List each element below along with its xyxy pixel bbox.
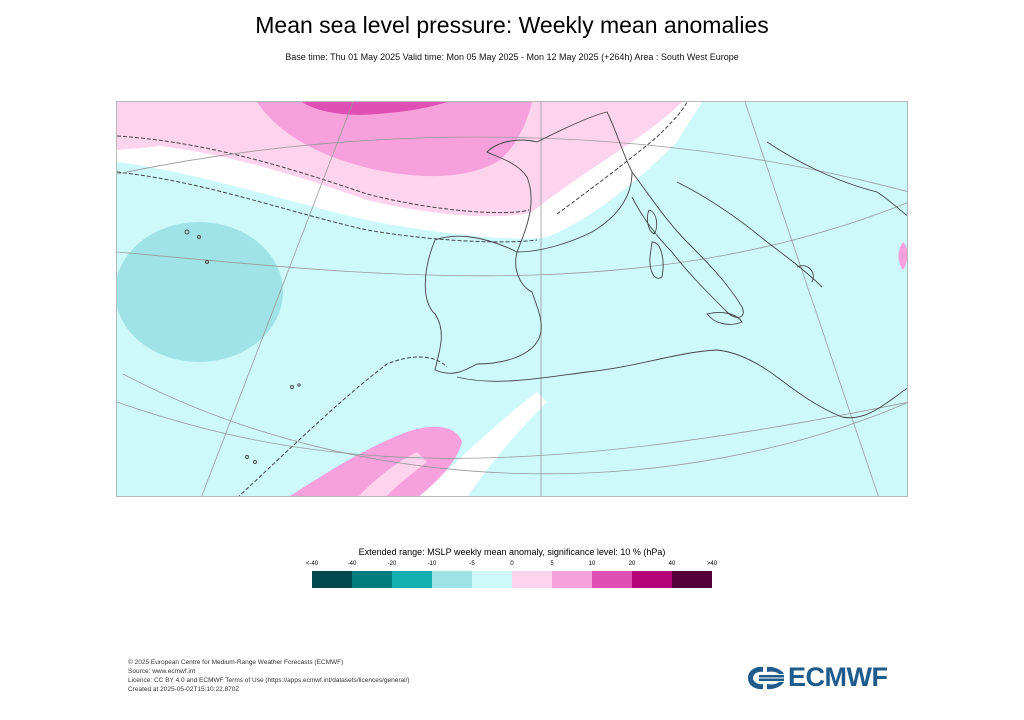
legend-swatch (392, 571, 432, 588)
legend-color-bar (312, 571, 712, 588)
legend-tick-label: 40 (668, 561, 676, 567)
legend-tick-label: 0 (510, 561, 514, 567)
logo-text: ECMWF (788, 662, 888, 692)
legend-tick-label: -10 (427, 561, 437, 567)
legend-ticks: <-40 -40 -20 -10 -5 0 5 10 20 40 >40 (306, 561, 717, 571)
strong-negative-area (117, 222, 283, 362)
legend-tick-label: 5 (550, 561, 554, 567)
legend-tick-label: <-40 (305, 561, 319, 567)
legend-title: Extended range: MSLP weekly mean anomaly… (358, 547, 666, 557)
legend-swatch (512, 571, 552, 588)
footer-copyright: © 2025 European Centre for Medium-Range … (128, 659, 344, 666)
page-title: Mean sea level pressure: Weekly mean ano… (255, 12, 769, 38)
legend-swatch (592, 571, 632, 588)
weak-positive-south (358, 452, 427, 496)
legend-tick-label: -5 (469, 561, 475, 567)
legend-swatch (432, 571, 472, 588)
footer-licence: Licence: CC BY 4.0 and ECMWF Terms of Us… (128, 677, 410, 684)
anomaly-map (117, 102, 907, 496)
page-subtitle: Base time: Thu 01 May 2025 Valid time: M… (285, 52, 739, 62)
positive-patch-east (898, 242, 907, 270)
legend-tick-label: -40 (347, 561, 357, 567)
ecmwf-logo-icon (748, 666, 784, 689)
significance-contour (117, 171, 538, 243)
ecmwf-logo: ECMWF (748, 662, 888, 693)
legend-tick-label: 20 (628, 561, 636, 567)
significance-contour-north (117, 135, 530, 214)
weak-positive-patch (117, 120, 237, 150)
positive-area-south (290, 426, 462, 496)
legend-tick-label: -20 (387, 561, 397, 567)
strong-positive-core (302, 102, 447, 115)
footer-credits: © 2025 European Centre for Medium-Range … (128, 658, 410, 694)
legend-swatch (672, 571, 712, 588)
coastlines (184, 111, 907, 464)
footer-created: Created at 2025-05-02T15:10:22.870Z (128, 686, 240, 693)
significance-contour-south (238, 356, 448, 496)
legend-swatch (632, 571, 672, 588)
map-panel (116, 101, 908, 497)
legend-swatch (312, 571, 352, 588)
footer-source: Source: www.ecmwf.int (128, 668, 196, 675)
graticule (117, 102, 907, 496)
legend-swatch (352, 571, 392, 588)
legend-swatch (472, 571, 512, 588)
legend-tick-label: 10 (588, 561, 596, 567)
legend-swatch (552, 571, 592, 588)
significance-contour-east (556, 102, 688, 215)
legend-tick-label: >40 (706, 561, 718, 567)
near-zero-band-south (419, 392, 547, 496)
